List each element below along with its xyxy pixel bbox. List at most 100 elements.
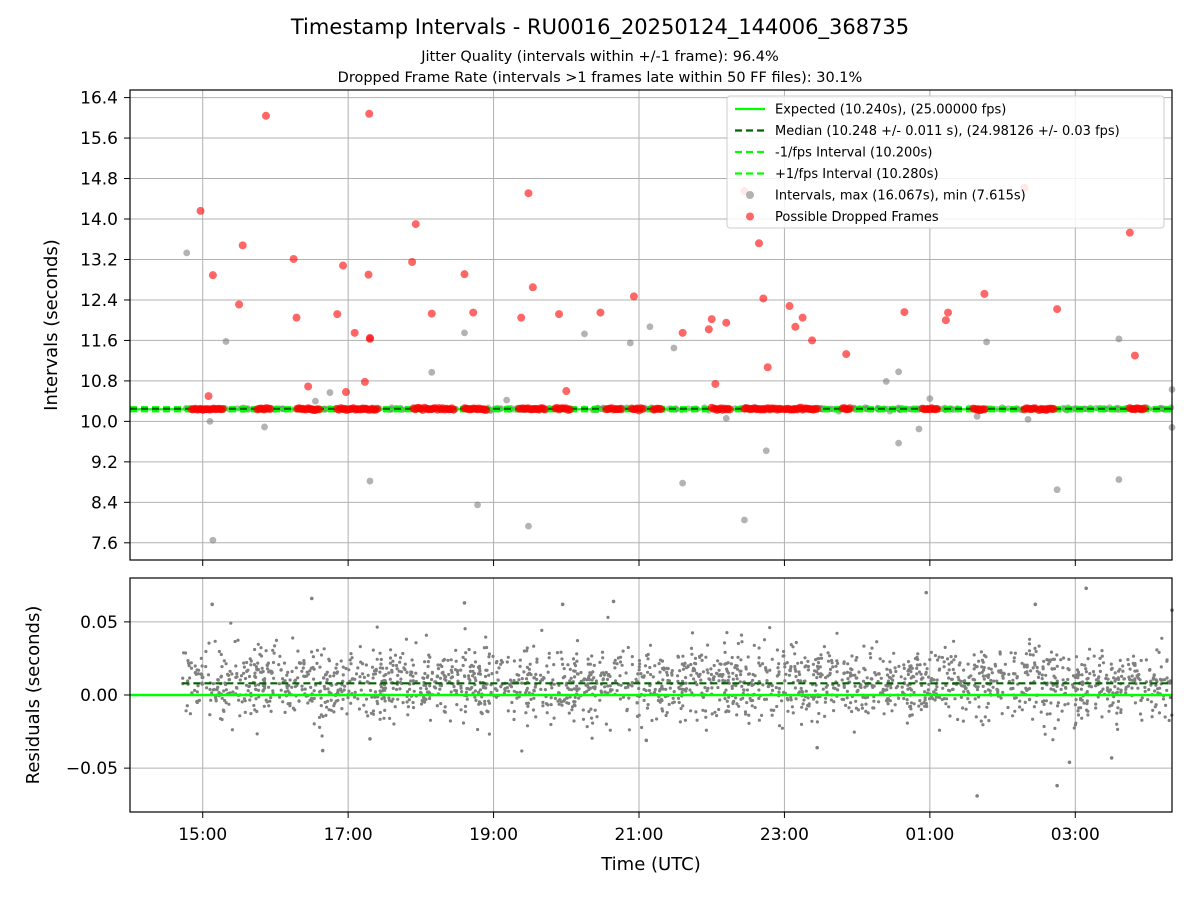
residual-point [638,662,642,666]
residual-point [925,667,929,671]
residual-point [952,671,957,675]
residual-point [735,677,739,681]
residual-point [1116,706,1120,710]
residual-point [385,666,389,670]
residual-point [543,688,548,692]
y-tick-label: 0.05 [80,613,118,633]
residual-point [637,658,642,663]
residual-point [1113,679,1117,683]
residual-point [378,651,382,655]
dropped-frame-point [704,325,713,334]
residual-point [1023,700,1027,705]
residual-point [671,701,675,705]
residual-point [612,661,616,665]
residual-point [777,724,782,728]
residual-point [326,687,330,691]
residual-point [575,672,580,676]
residual-point [747,721,751,726]
residual-point [982,668,986,672]
residual-point [328,674,332,678]
residual-point [850,668,854,672]
residual-point [784,672,788,676]
residual-point [929,679,933,683]
residual-point [676,655,681,659]
residual-point [547,651,551,656]
residual-point [866,711,870,715]
residual-point [646,670,650,674]
residual-point [933,698,937,702]
residual-point [936,658,940,662]
y-tick-label: 12.4 [80,291,118,311]
residual-point [1085,702,1089,706]
residual-point [699,678,703,682]
residual-point [348,658,352,662]
residual-point [587,678,592,682]
residual-point [213,695,218,700]
residual-point [745,688,750,692]
residual-point [1077,673,1081,677]
residual-point [436,667,441,671]
residual-point [1056,701,1060,705]
legend-label: Possible Dropped Frames [775,210,939,225]
legend-label: -1/fps Interval (10.200s) [775,146,932,161]
residual-point [940,697,944,702]
residual-point [209,698,213,702]
residual-point [271,648,275,652]
residual-point [1001,690,1005,695]
residual-point [423,671,427,676]
residual-point [942,665,946,669]
residual-point [463,704,468,709]
residual-point [794,640,798,645]
residual-point [1037,672,1041,676]
residual-point [446,658,450,662]
residual-point [1135,674,1139,678]
residual-point [438,676,443,680]
residual-point [463,627,467,631]
residual-point [1150,715,1154,719]
residual-point [293,679,297,683]
residual-point [875,640,879,644]
residual-point [949,655,953,659]
residual-point [868,652,872,656]
residual-point [222,689,226,693]
residual-point [721,678,725,683]
residual-point [680,690,684,695]
residual-point [770,688,775,693]
residual-point [966,697,970,701]
residual-point [945,671,949,675]
residual-point [544,702,549,706]
y-tick-label: 7.6 [91,534,118,554]
residual-point [194,672,198,676]
residual-point [906,669,910,673]
residual-point [1130,686,1134,690]
residual-point [920,683,924,688]
residual-point [952,658,956,662]
residual-point [1139,658,1143,663]
residual-point [285,686,289,690]
residual-point [735,667,740,671]
residual-point [888,699,892,703]
residual-point [716,659,720,663]
residual-point [693,668,697,673]
residual-point [245,660,249,665]
residual-point [506,655,510,659]
residual-point [378,710,382,715]
residual-point [535,660,539,664]
residual-point [1066,677,1070,682]
residual-point [490,672,494,676]
residual-point [586,662,590,666]
residual-point [706,686,710,691]
residual-point [657,662,661,666]
residual-point [903,677,907,681]
residual-point [460,690,464,694]
residual-point [706,643,710,647]
residual-point [1018,705,1022,709]
residual-point [757,718,762,722]
residual-point [630,662,635,667]
residual-point [459,684,463,688]
dropped-frame-point [555,310,564,319]
residual-point [854,699,858,703]
residual-point [956,675,960,679]
residual-point [208,713,212,717]
residual-point [995,679,999,683]
